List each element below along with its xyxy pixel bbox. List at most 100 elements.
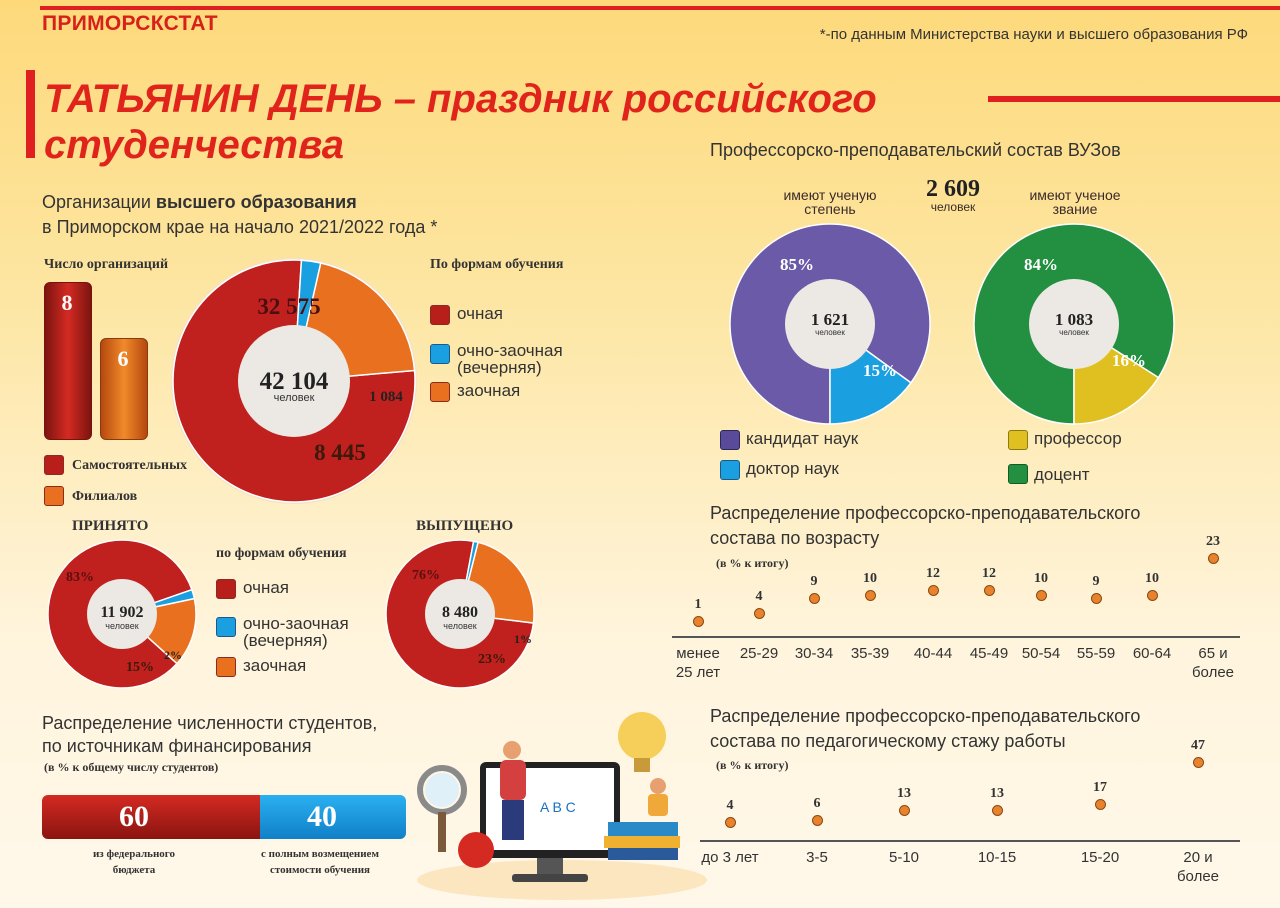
legend-ochno-zaochnaya: очно-заочная (вечерняя) <box>457 341 563 377</box>
age-point <box>809 593 820 605</box>
funding-heading-line1: Распределение численности студентов, <box>42 713 378 733</box>
students-by-form-pie <box>171 258 417 504</box>
funding-bar <box>42 795 406 839</box>
staff-total-value: 2 609 <box>926 176 980 202</box>
funding-paid-label: с полным возмещением стоимости обучения <box>261 848 379 876</box>
age-point <box>1036 590 1047 602</box>
orgs-heading-line2: в Приморском крае на начало 2021/2022 го… <box>42 217 438 237</box>
legend-kandidat-swatch <box>720 430 740 450</box>
age-tick-label: 50-54 <box>1021 645 1061 662</box>
age-tick-label: 25-29 <box>739 645 779 662</box>
age-point <box>1091 593 1102 605</box>
exp-heading-line1: Распределение профессорско-преподаватель… <box>710 706 1141 726</box>
age-value-label: 10 <box>1145 571 1159 587</box>
pie-label-ochno-zaochnaya: 1 084 <box>369 389 403 405</box>
intake-legend-zaochnaya: заочная <box>243 656 307 675</box>
exp-heading: Распределение профессорско-преподаватель… <box>710 704 1270 754</box>
age-tick-label: 30-34 <box>794 645 834 662</box>
exp-value-label: 17 <box>1093 780 1107 796</box>
legend-doktor-swatch <box>720 460 740 480</box>
exp-value-label: 47 <box>1191 738 1205 753</box>
exp-tick-label: 5-10 <box>888 849 920 866</box>
funding-federal-value: 60 <box>119 800 149 833</box>
exp-tick-label: 3-5 <box>806 849 828 866</box>
degree-label: имеют ученую степень <box>783 187 877 217</box>
age-heading-line2: состава по возрасту <box>710 528 880 548</box>
intake-label-ochnaya: 83% <box>66 570 94 585</box>
age-point <box>928 584 939 596</box>
age-tick-label: 40-44 <box>913 645 953 662</box>
degree-pie <box>729 223 931 425</box>
legend-ochnaya: очная <box>457 304 503 323</box>
students-total-value: 42 104 <box>259 368 329 395</box>
exp-tick-label: 20 и более <box>1176 849 1220 885</box>
age-value-label: 4 <box>755 588 763 604</box>
graduated-center-unit: человек <box>443 621 477 631</box>
intake-legend-ochnaya: очная <box>243 578 289 597</box>
legend-doktor: доктор наук <box>746 459 839 478</box>
title-label-docent: 84% <box>1024 255 1058 274</box>
age-tick-label: 55-59 <box>1076 645 1116 662</box>
brand-name: ПРИМОРСКСТАТ <box>42 12 218 35</box>
funding-heading-line2: по источникам финансирования <box>42 736 312 756</box>
source-note: *-по данным Министерства науки и высшего… <box>819 26 1248 43</box>
degree-center-value: 1 621 <box>810 310 850 329</box>
exp-value-label: 4 <box>726 798 734 814</box>
exp-value-label: 13 <box>990 785 1004 801</box>
age-point <box>1147 590 1158 602</box>
age-tick-label: 65 и более <box>1191 645 1235 681</box>
legend-independent-swatch <box>44 455 64 475</box>
intake-label-ochno-zaochnaya: 2% <box>164 648 182 662</box>
intake-forms-label: по формам обучения <box>216 546 347 561</box>
orgs-heading-pre: Организации <box>42 192 156 212</box>
legend-professor: профессор <box>1034 429 1122 448</box>
age-tick-label: 45-49 <box>969 645 1009 662</box>
legend-independent: Самостоятельных <box>72 458 188 473</box>
intake-legend-ochno-zaochnaya-swatch <box>216 617 236 637</box>
degree-center-unit: человек <box>815 328 845 337</box>
branches-bar <box>100 338 148 440</box>
exp-point <box>1193 757 1204 768</box>
staff-total-unit: человек <box>930 200 976 214</box>
intake-center-unit: человек <box>105 621 139 631</box>
legend-kandidat: кандидат наук <box>746 429 859 448</box>
staff-heading: Профессорско-преподавательский состав ВУ… <box>710 140 1121 160</box>
title-accent-bar <box>26 70 35 158</box>
legend-branches: Филиалов <box>72 489 138 504</box>
top-rule <box>40 6 1280 10</box>
legend-ochnaya-swatch <box>430 305 450 325</box>
graduated-pie <box>385 539 535 689</box>
age-value-label: 10 <box>863 571 877 587</box>
students-total-unit: человек <box>273 392 315 404</box>
legend-professor-swatch <box>1008 430 1028 450</box>
graduated-title: ВЫПУЩЕНО <box>416 518 514 534</box>
age-value-label: 9 <box>1092 574 1100 590</box>
intake-pie <box>47 539 197 689</box>
age-note: (в % к итогу) <box>716 556 789 570</box>
funding-federal-segment <box>42 795 260 839</box>
age-point <box>754 607 765 619</box>
age-heading-line1: Распределение профессорско-преподаватель… <box>710 503 1141 523</box>
graduated-center-value: 8 480 <box>442 604 478 621</box>
age-point <box>984 584 995 596</box>
title-line-2: студенчества <box>44 123 344 167</box>
funding-paid-segment <box>260 795 406 839</box>
age-tick-label: 60-64 <box>1132 645 1172 662</box>
title-rule <box>988 96 1280 102</box>
exp-point <box>992 804 1003 816</box>
orgs-heading-bold: высшего образования <box>155 192 357 212</box>
exp-value-label: 13 <box>897 785 911 801</box>
age-value-label: 23 <box>1206 534 1220 549</box>
exp-point <box>812 814 823 826</box>
age-tick-label: 35-39 <box>850 645 890 662</box>
exp-note: (в % к итогу) <box>716 758 789 772</box>
age-point <box>1208 553 1219 564</box>
intake-center-value: 11 902 <box>100 604 144 621</box>
legend-branches-swatch <box>44 486 64 506</box>
independent-bar <box>44 282 92 440</box>
pie-label-ochnaya: 32 575 <box>257 294 321 319</box>
exp-heading-line2: состава по педагогическому стажу работы <box>710 731 1066 751</box>
legend-zaochnaya-swatch <box>430 382 450 402</box>
age-axis <box>672 636 1240 638</box>
age-value-label: 10 <box>1034 571 1048 587</box>
